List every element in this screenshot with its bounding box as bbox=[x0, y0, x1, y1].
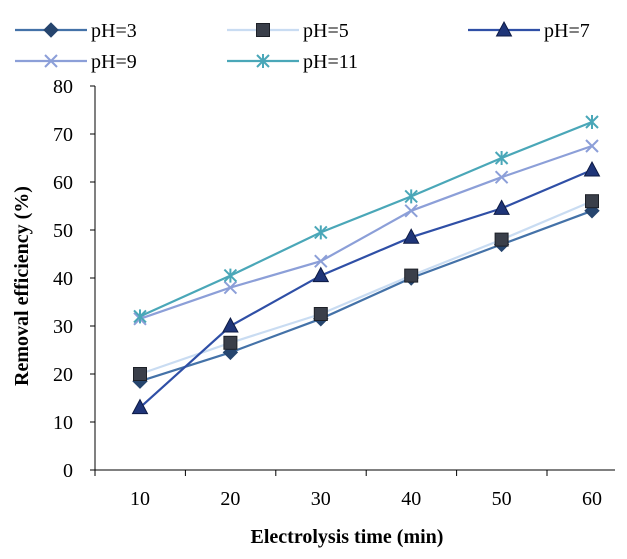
y-tick-label: 60 bbox=[53, 172, 73, 194]
data-point bbox=[222, 316, 239, 333]
y-tick-label: 30 bbox=[53, 316, 73, 338]
legend-label: pH=5 bbox=[303, 20, 349, 42]
data-point bbox=[404, 189, 418, 204]
x-tick-label: 20 bbox=[220, 488, 240, 510]
data-point bbox=[585, 139, 599, 153]
series-ph-11 bbox=[133, 115, 599, 324]
data-point bbox=[131, 398, 149, 415]
x-axis-title: Electrolysis time (min) bbox=[251, 526, 444, 548]
data-point bbox=[404, 204, 418, 218]
data-point bbox=[133, 367, 147, 381]
legend-marker bbox=[43, 22, 59, 38]
legend: pH=3 pH=5 pH=7 pH=9 pH=11 bbox=[15, 20, 590, 73]
series-line bbox=[139, 209, 593, 383]
legend-marker bbox=[256, 23, 270, 37]
series-line bbox=[139, 200, 593, 376]
legend-label: pH=7 bbox=[544, 20, 590, 42]
legend-marker bbox=[256, 54, 270, 68]
legend-marker bbox=[44, 54, 58, 68]
series-line bbox=[139, 168, 593, 409]
data-point bbox=[314, 225, 328, 240]
legend-marker bbox=[495, 20, 513, 37]
data-point bbox=[494, 151, 509, 165]
data-point bbox=[133, 309, 147, 324]
x-tick-label: 40 bbox=[401, 488, 421, 510]
legend-item: pH=9 bbox=[15, 51, 137, 73]
data-point bbox=[493, 199, 510, 215]
data-point bbox=[312, 266, 330, 283]
y-tick-label: 10 bbox=[53, 412, 73, 434]
series-line bbox=[139, 144, 593, 320]
data-point bbox=[583, 160, 601, 177]
legend-label: pH=9 bbox=[91, 51, 137, 73]
legend-label: pH=3 bbox=[91, 20, 137, 42]
axes: 0 10 20 30 40 50 60 70 80 10 20 30 40 50 60 bbox=[53, 76, 615, 510]
data-point bbox=[223, 335, 238, 350]
legend-label: pH=11 bbox=[303, 51, 358, 73]
plot-area bbox=[131, 115, 601, 415]
legend-item: pH=3 bbox=[15, 20, 137, 42]
series-ph-5 bbox=[133, 194, 599, 381]
data-point bbox=[223, 268, 238, 283]
y-tick-label: 40 bbox=[53, 268, 73, 290]
y-tick-label: 50 bbox=[53, 220, 73, 242]
data-point bbox=[585, 115, 599, 129]
y-tick-label: 70 bbox=[53, 124, 73, 146]
series-ph-9 bbox=[133, 139, 599, 326]
y-tick-label: 0 bbox=[63, 460, 73, 482]
x-tick-label: 10 bbox=[130, 488, 150, 510]
legend-item: pH=7 bbox=[468, 20, 590, 42]
data-point bbox=[402, 228, 420, 244]
x-tick-label: 50 bbox=[492, 488, 512, 510]
y-tick-label: 80 bbox=[53, 76, 73, 98]
data-point bbox=[585, 194, 599, 209]
y-axis-title: Removal efficiency (%) bbox=[11, 186, 33, 386]
legend-item: pH=11 bbox=[227, 51, 358, 73]
data-point bbox=[223, 280, 238, 295]
data-point bbox=[313, 307, 328, 321]
data-point bbox=[494, 170, 509, 184]
series-ph-7 bbox=[131, 160, 601, 415]
data-point bbox=[404, 268, 419, 283]
series-line bbox=[139, 120, 593, 318]
x-tick-label: 30 bbox=[311, 488, 331, 510]
data-point bbox=[494, 232, 509, 247]
y-tick-label: 20 bbox=[53, 364, 73, 386]
legend-item: pH=5 bbox=[227, 20, 349, 42]
x-tick-label: 60 bbox=[582, 488, 602, 510]
data-point bbox=[314, 254, 328, 268]
